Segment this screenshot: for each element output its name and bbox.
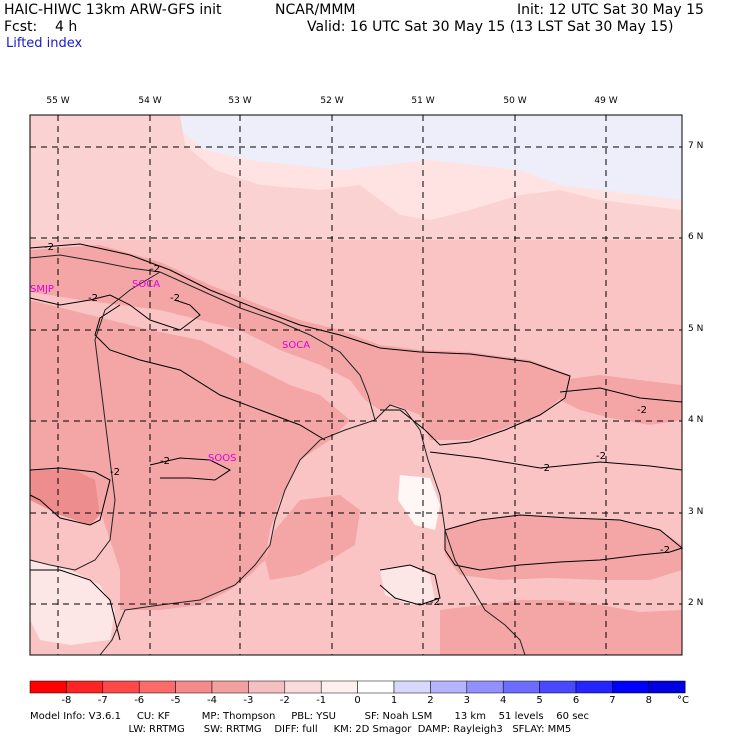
contour-value-label: -2 [110,467,120,478]
unstable-patch-east [560,375,682,425]
white-patch [398,475,440,530]
colorbar-tick-label: -4 [207,695,217,706]
field-name: Lifted index [6,36,83,51]
unstable-region-east [445,515,682,580]
contour-value-label: -2 [160,456,170,467]
colorbar-tick-label: 2 [427,695,434,706]
unstable-region-west [30,300,350,610]
model-info-line1: Model Info: V3.6.1 CU: KF MP: Thompson P… [30,711,590,722]
forecast-hour: Fcst: 4 h [4,19,78,35]
colorbar-tick-label: 5 [536,695,543,706]
station-label: SOCA [282,340,311,351]
lon-label: 54 W [138,96,162,106]
colorbar-tick-label: 0 [354,695,361,706]
unstable-region-north [30,245,570,440]
contour-value-label: -2 [540,463,550,474]
colorbar-swatch [66,680,104,694]
colorbar-tick-label: 7 [609,695,616,706]
valid-time: Valid: 16 UTC Sat 30 May 15 (13 LST Sat … [307,19,674,35]
unstable-patch-southeast [440,600,682,655]
colorbar-tick-label: 1 [390,695,398,706]
colorbar-tick-label: 3 [463,695,470,706]
lat-label: 3 N [688,507,704,517]
map-frame [29,114,683,656]
init-time: Init: 12 UTC Sat 30 May 15 [517,2,704,18]
colorbar-swatch [539,680,577,694]
contour-lines [29,243,684,641]
light-patch-s [380,565,435,605]
colorbar-swatch [29,680,67,694]
contour-value-label: -2 [150,264,160,275]
contour-value-label: -2 [170,293,180,304]
colorbar-swatch [612,680,650,694]
model-info-line2: LW: RRTMG SW: RRTMG DIFF: full KM: 2D Sm… [30,724,572,735]
lat-label: 2 N [688,598,704,608]
contour-value-label: -2 [660,545,670,556]
colorbar-swatch [502,680,540,694]
contour-value-label: -2 [637,405,647,416]
colorbar-tick-label: -6 [134,695,145,706]
station-label: SOCA [132,279,161,290]
lat-label: 5 N [688,324,704,334]
lon-label: 51 W [411,96,435,106]
colorbar-swatch [320,680,358,694]
colorbar-swatch [138,680,176,694]
colorbar-tick-label: -8 [61,695,72,706]
colorbar-swatch [357,680,395,694]
colorbar-tick-label: 6 [572,695,580,706]
colorbar-tick-label: -1 [316,695,327,706]
lat-label: 4 N [688,415,704,425]
lat-label: 7 N [688,141,704,151]
colorbar-swatch [211,680,249,694]
unstable-core [30,470,100,525]
contour-value-label: -2 [88,293,98,304]
model-title: HAIC-HIWC 13km ARW-GFS init [4,2,222,18]
stable-region [180,115,682,200]
lon-label: 53 W [228,96,252,106]
graticule [30,115,682,655]
colorbar-swatch [466,680,504,694]
colorbar [29,680,686,694]
station-label: SMJP [30,284,54,295]
unstable-patch-south [265,495,360,580]
colorbar-tick-label: 8 [645,695,652,706]
light-patch-sw [30,560,115,645]
colorbar-swatch [175,680,213,694]
org-label: NCAR/MMM [275,2,356,18]
contour-value-label: -2 [44,242,54,253]
colorbar-tick-label: 4 [500,695,507,706]
colorbar-tick-label: -7 [97,695,108,706]
lon-label: 52 W [320,96,344,106]
colorbar-swatch [430,680,468,694]
lat-label: 6 N [688,232,704,242]
colorbar-swatch [284,680,322,694]
colorbar-swatch [575,680,613,694]
lon-label: 49 W [594,96,618,106]
colorbar-swatch [248,680,286,694]
colorbar-unit: °C [677,695,689,706]
colorbar-swatch [648,680,686,694]
light-band [30,115,682,240]
colorbar-tick-label: -3 [243,695,254,706]
colorbar-swatch [393,680,431,694]
station-label: SOOS [208,453,237,464]
colorbar-tick-label: -2 [279,695,290,706]
contour-value-label: -2 [596,451,606,462]
lon-label: 50 W [503,96,527,106]
lon-label: 55 W [46,96,70,106]
colorbar-swatch [102,680,140,694]
colorbar-tick-label: -5 [170,695,181,706]
contour-value-label: -2 [430,597,440,608]
